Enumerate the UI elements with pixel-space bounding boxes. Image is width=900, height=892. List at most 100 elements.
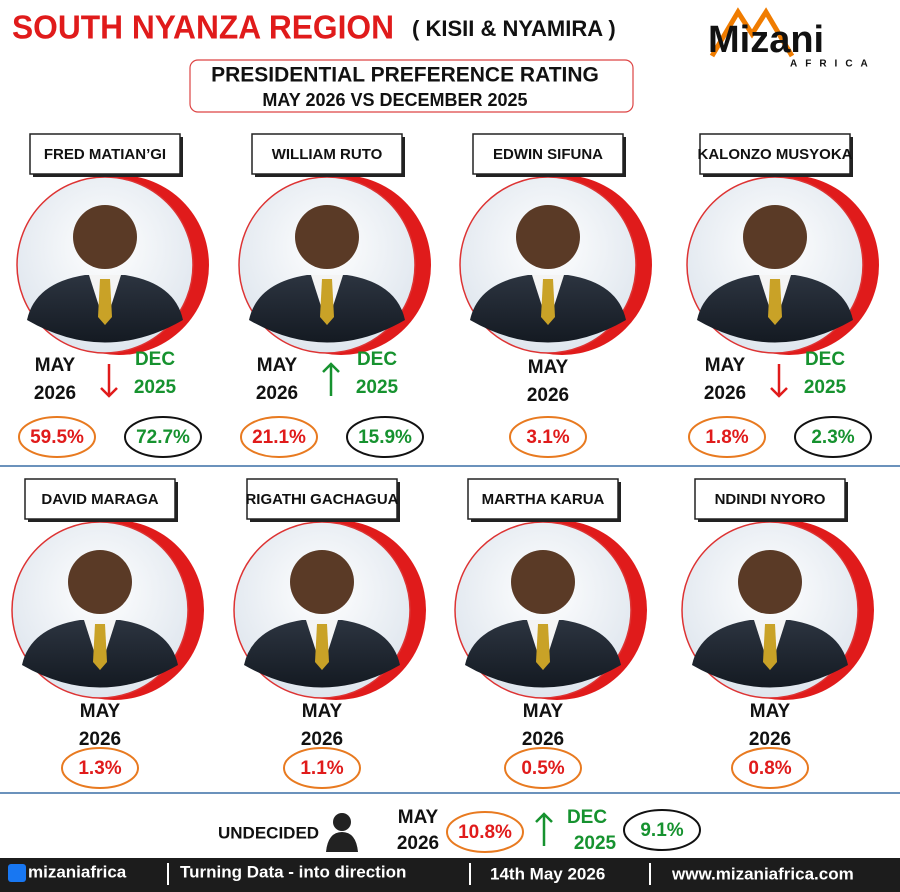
period-year: 2026 <box>397 833 439 854</box>
logo: Mizani AFRICA <box>708 7 876 70</box>
title: SOUTH NYANZA REGION <box>12 9 394 46</box>
head <box>68 550 132 614</box>
trend-arrow <box>535 812 553 846</box>
footer-date: 14th May 2026 <box>490 864 605 883</box>
name-box <box>29 133 181 175</box>
period-month: MAY <box>705 355 746 376</box>
portrait <box>697 205 853 343</box>
value-text: 72.7% <box>136 427 190 448</box>
period-month: MAY <box>528 357 569 378</box>
value-text: 1.8% <box>705 427 748 448</box>
period-month: MAY <box>398 807 439 828</box>
value-text: 3.1% <box>526 427 569 448</box>
undecided-icon <box>326 832 358 852</box>
period-month: MAY <box>35 355 76 376</box>
tie <box>98 279 112 325</box>
head <box>295 205 359 269</box>
value-text: 15.9% <box>358 427 412 448</box>
name-box <box>472 133 624 175</box>
portrait <box>22 550 178 688</box>
candidate-name: DAVID MARAGA <box>41 491 158 508</box>
value-oval <box>504 747 582 789</box>
name-box <box>24 478 176 520</box>
value-text: 0.5% <box>521 758 564 779</box>
period-month: MAY <box>750 701 791 722</box>
value-oval <box>794 416 872 458</box>
value-oval <box>61 747 139 789</box>
portrait <box>692 550 848 688</box>
footer-bar <box>0 858 900 892</box>
period-year: 2025 <box>574 833 617 854</box>
value-text: 1.3% <box>78 758 121 779</box>
period-year: 2026 <box>749 729 791 750</box>
candidate-name: MARTHA KARUA <box>482 491 605 508</box>
logo-roof <box>709 7 795 58</box>
tie <box>768 279 782 325</box>
candidate-name: NDINDI NYORO <box>715 491 826 508</box>
period-year: 2026 <box>256 383 298 404</box>
portrait <box>470 205 626 343</box>
candidate-name: FRED MATIAN’GI <box>44 146 166 163</box>
head <box>73 205 137 269</box>
head <box>290 550 354 614</box>
tie <box>315 624 329 670</box>
period-month: DEC <box>567 807 607 828</box>
period-month: MAY <box>523 701 564 722</box>
period-month: MAY <box>257 355 298 376</box>
period-year: 2026 <box>301 729 343 750</box>
footer-tagline: Turning Data - into direction <box>180 862 406 881</box>
period-month: DEC <box>357 349 397 370</box>
value-oval <box>623 809 701 851</box>
value-text: 0.8% <box>748 758 791 779</box>
value-text: 10.8% <box>458 822 512 843</box>
candidate-name: KALONZO MUSYOKA <box>698 146 853 163</box>
portrait <box>249 205 405 343</box>
value-oval <box>346 416 424 458</box>
portrait <box>244 550 400 688</box>
value-oval <box>688 416 766 458</box>
head <box>738 550 802 614</box>
value-text: 21.1% <box>252 427 306 448</box>
name-box <box>246 478 398 520</box>
head <box>743 205 807 269</box>
period-month: MAY <box>80 701 121 722</box>
value-oval <box>240 416 318 458</box>
value-oval <box>18 416 96 458</box>
value-oval <box>124 416 202 458</box>
value-text: 1.1% <box>300 758 343 779</box>
period-month: DEC <box>805 349 845 370</box>
name-box <box>694 478 846 520</box>
undecided-label: UNDECIDED <box>218 823 319 842</box>
period-month: MAY <box>302 701 343 722</box>
logo-text: Mizani <box>708 19 824 61</box>
logo-sub: AFRICA <box>790 59 876 70</box>
tie <box>536 624 550 670</box>
period-year: 2026 <box>79 729 121 750</box>
candidate-name: WILLIAM RUTO <box>272 146 383 163</box>
trend-arrow <box>322 362 340 396</box>
period-year: 2025 <box>356 377 399 398</box>
name-box <box>699 133 851 175</box>
value-oval <box>731 747 809 789</box>
heading-box <box>189 59 634 113</box>
value-text: 59.5% <box>30 427 84 448</box>
subtitle: ( KISII & NYAMIRA ) <box>412 16 616 41</box>
undecided-icon <box>333 813 351 831</box>
head <box>516 205 580 269</box>
footer-handle: mizaniafrica <box>28 862 127 881</box>
trend-arrow <box>100 364 118 398</box>
footer-website: www.mizaniafrica.com <box>671 864 854 883</box>
period-year: 2026 <box>34 383 76 404</box>
value-oval <box>446 811 524 853</box>
tie <box>320 279 334 325</box>
value-text: 9.1% <box>640 820 683 841</box>
candidate-name: RIGATHI GACHAGUA <box>245 491 398 508</box>
value-oval <box>509 416 587 458</box>
period-year: 2025 <box>134 377 177 398</box>
period-year: 2026 <box>522 729 564 750</box>
candidate-name: EDWIN SIFUNA <box>493 146 603 163</box>
trend-arrow <box>770 364 788 398</box>
facebook-icon <box>8 864 26 882</box>
tie <box>93 624 107 670</box>
